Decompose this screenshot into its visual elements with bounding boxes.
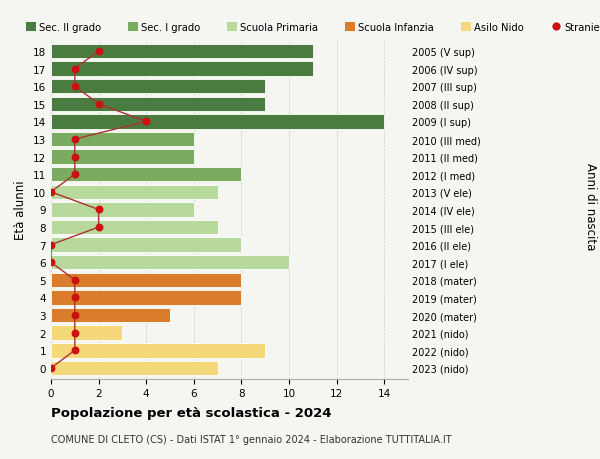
Point <box>70 154 80 161</box>
Point <box>70 312 80 319</box>
Text: Anni di nascita: Anni di nascita <box>584 163 597 250</box>
Point <box>142 118 151 126</box>
Text: Popolazione per età scolastica - 2024: Popolazione per età scolastica - 2024 <box>51 406 331 419</box>
Bar <box>51 220 218 235</box>
Bar <box>51 238 241 252</box>
Point <box>94 207 103 214</box>
Point <box>94 48 103 56</box>
Bar <box>51 273 241 287</box>
Bar <box>51 291 241 305</box>
Point <box>70 294 80 302</box>
Bar <box>51 308 170 323</box>
Bar <box>51 45 313 59</box>
Bar <box>51 168 241 182</box>
Text: COMUNE DI CLETO (CS) - Dati ISTAT 1° gennaio 2024 - Elaborazione TUTTITALIA.IT: COMUNE DI CLETO (CS) - Dati ISTAT 1° gen… <box>51 434 452 444</box>
Point <box>70 136 80 143</box>
Bar <box>51 97 265 112</box>
Bar <box>51 185 218 200</box>
Point <box>70 347 80 354</box>
Point <box>46 241 56 249</box>
Legend: Sec. II grado, Sec. I grado, Scuola Primaria, Scuola Infanzia, Asilo Nido, Stran: Sec. II grado, Sec. I grado, Scuola Prim… <box>26 23 600 33</box>
Point <box>46 189 56 196</box>
Y-axis label: Età alunni: Età alunni <box>14 180 28 240</box>
Point <box>70 277 80 284</box>
Point <box>70 66 80 73</box>
Bar <box>51 80 265 94</box>
Point <box>70 329 80 336</box>
Point <box>46 259 56 266</box>
Bar <box>51 62 313 77</box>
Bar <box>51 343 265 358</box>
Bar <box>51 256 289 270</box>
Bar <box>51 203 194 217</box>
Bar <box>51 133 194 147</box>
Bar <box>51 115 384 129</box>
Point <box>94 224 103 231</box>
Point <box>70 84 80 91</box>
Point <box>70 171 80 179</box>
Bar <box>51 361 218 375</box>
Point <box>94 101 103 108</box>
Bar <box>51 326 122 340</box>
Bar <box>51 150 194 164</box>
Point <box>46 364 56 372</box>
